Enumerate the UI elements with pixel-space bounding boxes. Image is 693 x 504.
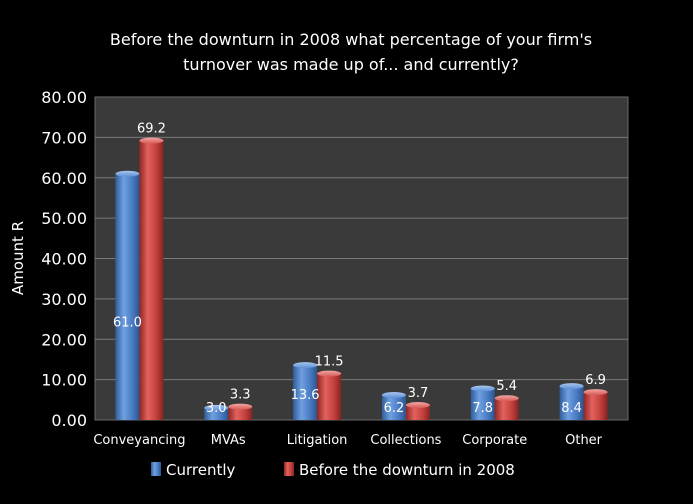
bar: [139, 140, 164, 421]
legend-label-before-downturn: Before the downturn in 2008: [299, 461, 515, 479]
bar-cap: [115, 170, 140, 177]
bar: [228, 406, 253, 420]
y-axis-ticks: 0.00 10.00 20.00 30.00 40.00 50.00 60.00 70.00 8…: [41, 88, 87, 430]
chart-title-line-2: turnover was made up of... and currently…: [183, 55, 519, 74]
data-label: 3.7: [408, 386, 429, 401]
bar-cap: [494, 395, 519, 402]
y-tick-label: 70.00: [41, 128, 87, 147]
bar: [494, 398, 519, 420]
y-tick-label: 80.00: [41, 88, 87, 107]
data-label: 69.2: [137, 122, 166, 137]
bar-cap: [204, 404, 229, 411]
data-label: 13.6: [291, 388, 320, 403]
bar: [381, 394, 406, 420]
y-tick-label: 50.00: [41, 209, 87, 228]
data-label: 3.3: [230, 388, 251, 403]
x-tick-label: Collections: [370, 433, 441, 448]
legend-swatch-currently: [151, 462, 161, 476]
data-labels: 61.0 69.2 3.03.3 13.6 11.5 6.23.7 7.85.4 8.46.9: [113, 122, 606, 416]
x-tick-label: Litigation: [287, 433, 348, 448]
y-tick-label: 30.00: [41, 290, 87, 309]
y-tick-label: 10.00: [41, 371, 87, 390]
bar-cap: [583, 389, 608, 396]
legend-swatch-before-downturn: [284, 462, 294, 476]
x-tick-label: Conveyancing: [93, 433, 185, 448]
x-axis-ticks: Conveyancing MVAs Litigation Collections Cor…: [93, 433, 602, 448]
bar-cap: [381, 391, 406, 398]
chart-title-line-1: Before the downturn in 2008 what percent…: [110, 30, 592, 49]
bar-cap: [228, 403, 253, 410]
bar: [583, 392, 608, 420]
data-label: 3.0: [206, 401, 227, 416]
bar-cap: [317, 370, 342, 377]
bar-cap: [293, 362, 318, 369]
bar: [293, 365, 318, 420]
y-tick-label: 40.00: [41, 250, 87, 269]
bar-cap: [139, 137, 164, 144]
bar: [405, 405, 430, 420]
bar: [204, 407, 229, 420]
data-label: 6.2: [384, 401, 405, 416]
bar: [115, 173, 140, 420]
y-tick-label: 20.00: [41, 330, 87, 349]
data-label: 7.8: [472, 401, 493, 416]
x-tick-label: MVAs: [211, 433, 246, 448]
data-label: 5.4: [496, 379, 517, 394]
bar: [559, 386, 584, 420]
bar: [317, 373, 342, 420]
legend: Currently Before the downturn in 2008: [151, 461, 515, 479]
legend-label-currently: Currently: [166, 461, 236, 479]
x-tick-label: Corporate: [462, 433, 527, 448]
bar-cap: [470, 385, 495, 392]
y-tick-label: 60.00: [41, 169, 87, 188]
data-label: 8.4: [561, 401, 582, 416]
x-tick-label: Other: [565, 433, 603, 448]
data-label: 11.5: [315, 355, 344, 370]
y-axis-label: Amount R: [9, 221, 27, 295]
bar-cap: [559, 383, 584, 390]
gridlines: [95, 136, 628, 381]
bar: [470, 388, 495, 420]
data-label: 61.0: [113, 315, 142, 330]
data-label: 6.9: [585, 373, 606, 388]
bar-cap: [405, 402, 430, 409]
y-tick-label: 0.00: [51, 411, 87, 430]
bars: [115, 137, 608, 421]
